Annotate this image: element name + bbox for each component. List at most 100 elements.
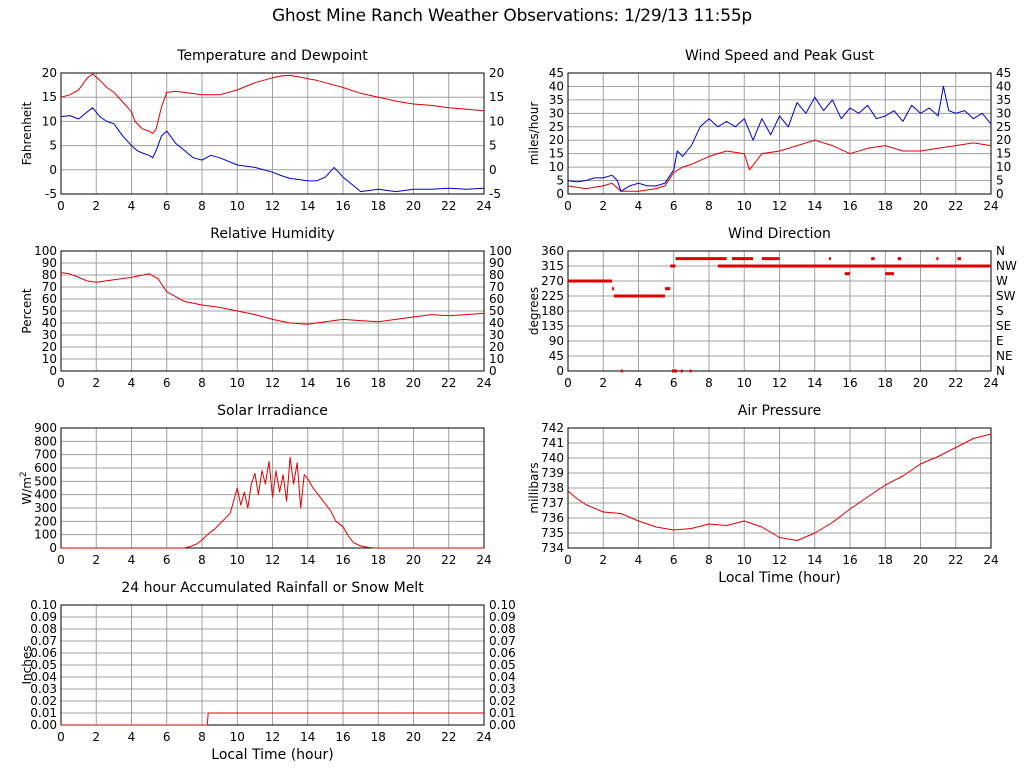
- x-tick-label: 18: [878, 376, 893, 390]
- x-tick-label: 4: [128, 199, 136, 213]
- x-axis-label: Local Time (hour): [211, 747, 333, 763]
- x-tick-label: 0: [57, 199, 65, 213]
- y-tick-label: 739: [541, 466, 564, 480]
- y-right-tick-label: E: [996, 334, 1004, 348]
- x-tick-label: 24: [476, 199, 491, 213]
- y-right-tick-label: 0.06: [489, 646, 516, 660]
- chart-title: Temperature and Dewpoint: [176, 48, 368, 64]
- x-tick-label: 18: [371, 199, 386, 213]
- y-tick-label: 30: [549, 106, 564, 120]
- x-tick-label: 6: [163, 730, 171, 744]
- y-tick-label: 700: [34, 448, 57, 462]
- x-tick-label: 6: [163, 199, 171, 213]
- y-right-tick-label: 80: [489, 268, 504, 282]
- y-tick-label: 80: [42, 268, 57, 282]
- x-axis-label: Local Time (hour): [718, 570, 840, 586]
- x-tick-label: 14: [807, 376, 822, 390]
- y-axis-label: millibars: [527, 462, 541, 513]
- x-tick-label: 14: [300, 730, 315, 744]
- y-right-tick-label: 35: [996, 93, 1011, 107]
- x-tick-label: 10: [230, 553, 245, 567]
- y-right-tick-label: 0.00: [489, 718, 516, 732]
- plot-frame: [567, 72, 992, 195]
- y-tick-label: 0.01: [30, 706, 57, 720]
- y-right-tick-label: 90: [489, 256, 504, 270]
- x-tick-label: 2: [92, 376, 100, 390]
- x-tick-label: 0: [57, 553, 65, 567]
- x-tick-label: 18: [371, 376, 386, 390]
- y-tick-label: 30: [42, 328, 57, 342]
- y-axis-label-sup: 2: [19, 471, 29, 477]
- series-line-red: [60, 73, 485, 134]
- y-tick-label: 45: [549, 349, 564, 363]
- y-right-tick-label: NW: [996, 259, 1017, 273]
- y-tick-label: 135: [541, 319, 564, 333]
- y-tick-label: 0.05: [30, 658, 57, 672]
- x-tick-label: 2: [599, 376, 607, 390]
- chart-title: Wind Direction: [728, 226, 831, 242]
- x-tick-label: 14: [807, 199, 822, 213]
- x-tick-label: 6: [670, 553, 678, 567]
- y-tick-label: 0: [49, 364, 57, 378]
- y-right-tick-label: 0.07: [489, 634, 516, 648]
- y-tick-label: -5: [45, 187, 57, 201]
- y-right-tick-label: 0.10: [489, 598, 516, 612]
- y-right-tick-label: 60: [489, 292, 504, 306]
- x-tick-label: 0: [564, 376, 572, 390]
- y-right-tick-label: 10: [489, 352, 504, 366]
- x-tick-label: 24: [983, 376, 998, 390]
- x-tick-label: 16: [842, 553, 857, 567]
- series-line-red: [61, 456, 484, 549]
- plot-frame: [60, 604, 485, 726]
- x-tick-label: 4: [635, 553, 643, 567]
- y-right-tick-label: SW: [996, 289, 1016, 303]
- chart-title: Air Pressure: [738, 403, 821, 419]
- y-tick-label: 740: [541, 451, 564, 465]
- x-tick-label: 18: [371, 730, 386, 744]
- x-tick-label: 10: [230, 730, 245, 744]
- x-tick-label: 10: [230, 376, 245, 390]
- x-tick-label: 22: [948, 553, 963, 567]
- y-tick-label: 90: [549, 334, 564, 348]
- x-tick-label: 10: [230, 199, 245, 213]
- x-tick-label: 6: [163, 553, 171, 567]
- x-tick-label: 12: [772, 199, 787, 213]
- x-tick-label: 14: [807, 553, 822, 567]
- series-line-red: [61, 712, 484, 726]
- x-tick-label: 20: [406, 730, 421, 744]
- y-right-tick-label: 30: [996, 106, 1011, 120]
- x-tick-label: 20: [406, 376, 421, 390]
- plot-frame: [567, 427, 992, 549]
- y-right-tick-label: 5: [996, 174, 1004, 188]
- y-tick-label: 100: [34, 528, 57, 542]
- x-tick-label: 18: [878, 553, 893, 567]
- x-tick-label: 16: [335, 553, 350, 567]
- x-tick-label: 20: [913, 199, 928, 213]
- x-tick-label: 8: [198, 199, 206, 213]
- x-tick-label: 4: [128, 553, 136, 567]
- y-tick-label: 20: [42, 66, 57, 80]
- y-right-tick-label: 10: [996, 160, 1011, 174]
- y-tick-label: 40: [549, 79, 564, 93]
- x-tick-label: 20: [913, 553, 928, 567]
- y-right-tick-label: 50: [489, 304, 504, 318]
- y-right-tick-label: 0.01: [489, 706, 516, 720]
- y-tick-label: 70: [42, 280, 57, 294]
- y-tick-label: 800: [34, 434, 57, 448]
- series-line-blue: [60, 107, 485, 193]
- x-tick-label: 8: [705, 376, 713, 390]
- y-tick-label: 0: [49, 541, 57, 555]
- x-tick-label: 2: [599, 553, 607, 567]
- y-tick-label: 0: [49, 163, 57, 177]
- y-tick-label: 500: [34, 474, 57, 488]
- y-tick-label: 741: [541, 436, 564, 450]
- x-tick-label: 16: [842, 376, 857, 390]
- y-tick-label: 0: [556, 364, 564, 378]
- y-tick-label: 20: [42, 340, 57, 354]
- y-right-tick-label: 10: [489, 114, 504, 128]
- y-right-tick-label: 0.04: [489, 670, 516, 684]
- y-tick-label: 0: [556, 187, 564, 201]
- x-tick-label: 24: [476, 553, 491, 567]
